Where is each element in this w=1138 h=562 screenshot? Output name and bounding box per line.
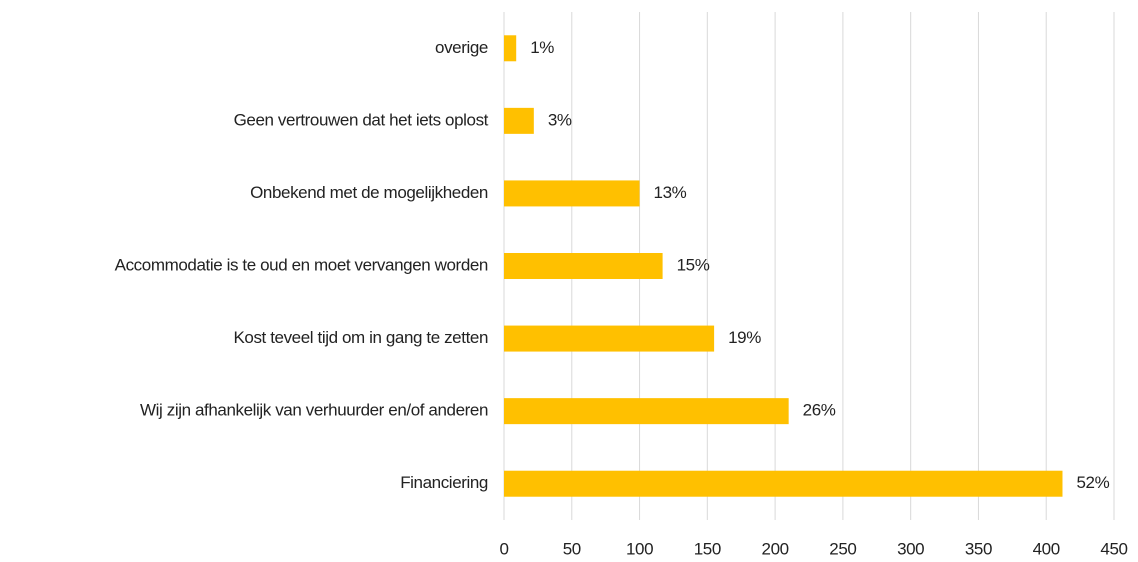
y-tick-label: Kost teveel tijd om in gang te zetten xyxy=(233,328,488,347)
bar xyxy=(504,35,517,62)
x-tick-label: 50 xyxy=(563,539,581,558)
bar xyxy=(504,398,789,425)
bar xyxy=(504,180,640,207)
bar xyxy=(504,253,663,279)
x-tick-label: 0 xyxy=(499,539,508,558)
data-label: 1% xyxy=(530,38,554,57)
y-tick-label: overige xyxy=(435,38,488,57)
y-tick-label: Onbekend met de mogelijkheden xyxy=(250,183,488,202)
bar xyxy=(504,470,1063,497)
y-tick-label: Wij zijn afhankelijk van verhuurder en/o… xyxy=(140,401,488,420)
x-tick-label: 150 xyxy=(694,539,721,558)
x-tick-label: 450 xyxy=(1100,539,1127,558)
data-label: 15% xyxy=(677,255,710,274)
bar xyxy=(504,107,534,134)
y-tick-label: Accommodatie is te oud en moet vervangen… xyxy=(115,255,488,274)
x-tick-label: 100 xyxy=(626,539,653,558)
data-label: 52% xyxy=(1076,473,1109,492)
data-label: 26% xyxy=(803,401,836,420)
x-tick-label: 250 xyxy=(829,539,856,558)
y-tick-label: Geen vertrouwen dat het iets oplost xyxy=(234,110,489,129)
data-label: 13% xyxy=(654,183,687,202)
x-tick-label: 200 xyxy=(762,539,789,558)
data-label: 19% xyxy=(728,328,761,347)
y-tick-label: Financiering xyxy=(400,473,488,492)
x-tick-label: 350 xyxy=(965,539,992,558)
data-label: 3% xyxy=(548,110,572,129)
x-tick-label: 400 xyxy=(1033,539,1060,558)
x-tick-label: 300 xyxy=(897,539,924,558)
bar xyxy=(504,325,715,352)
